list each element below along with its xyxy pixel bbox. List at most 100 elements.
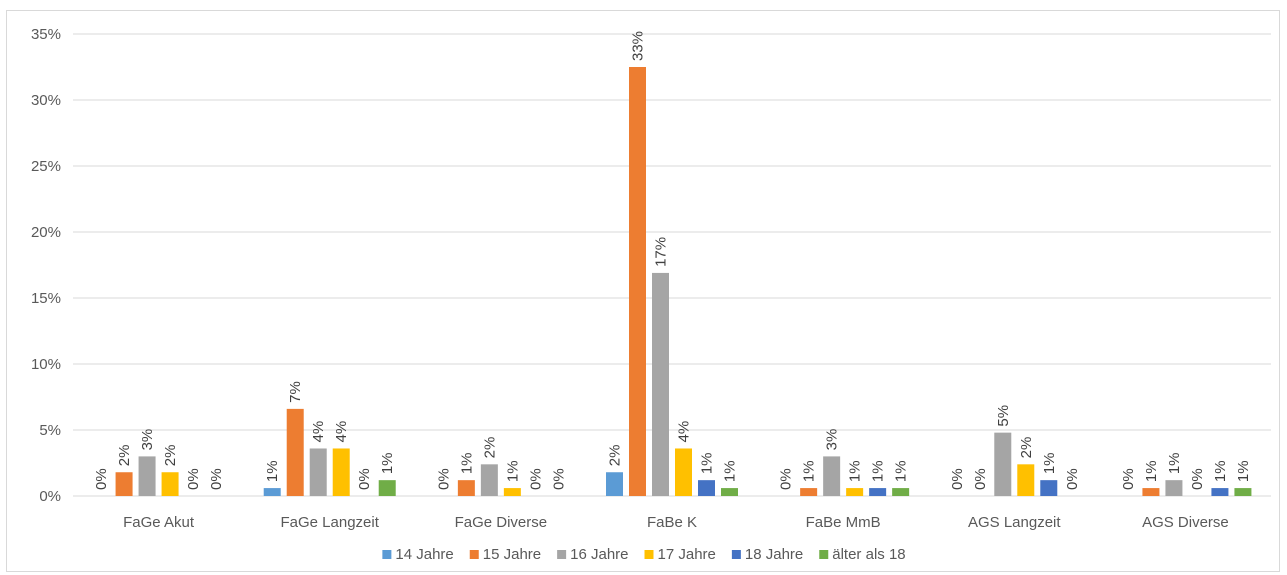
legend-swatch bbox=[819, 550, 829, 559]
bar bbox=[1211, 488, 1229, 496]
data-label: 0% bbox=[1120, 468, 1137, 490]
chart-frame: 0% 5% 10% 15% 20% 25% 30% 35% 0% 1% 0% 2% 0% 0% 0% 2% 7… bbox=[6, 10, 1280, 572]
bar bbox=[1040, 480, 1058, 496]
data-label: 4% bbox=[333, 421, 350, 443]
bar bbox=[263, 488, 281, 496]
bar bbox=[378, 480, 396, 496]
data-label: 0% bbox=[1064, 468, 1081, 490]
bar bbox=[332, 448, 350, 496]
bar-chart: 0% 5% 10% 15% 20% 25% 30% 35% 0% 1% 0% 2% 0% 0% 0% 2% 7… bbox=[31, 26, 1271, 563]
x-category-label: AGS Langzeit bbox=[968, 514, 1061, 531]
data-label: 1% bbox=[458, 452, 475, 474]
data-label: 1% bbox=[1041, 452, 1058, 474]
data-label: 2% bbox=[607, 445, 624, 467]
data-label: 2% bbox=[1018, 437, 1035, 459]
data-label: 3% bbox=[824, 429, 841, 451]
data-label: 17% bbox=[653, 237, 670, 267]
data-label: 0% bbox=[93, 468, 110, 490]
data-label: 7% bbox=[287, 381, 304, 403]
x-category-label: FaBe MmB bbox=[806, 514, 881, 531]
bar bbox=[115, 472, 133, 496]
data-label: 0% bbox=[972, 468, 989, 490]
y-axis-ticks: 0% 5% 10% 15% 20% 25% 30% 35% bbox=[31, 26, 61, 505]
bar bbox=[721, 488, 738, 496]
legend-label: 18 Jahre bbox=[745, 546, 803, 563]
legend-label: älter als 18 bbox=[832, 546, 905, 563]
data-label: 0% bbox=[208, 468, 225, 490]
data-label: 0% bbox=[527, 468, 544, 490]
y-tick-label: 30% bbox=[31, 92, 61, 109]
y-tick-label: 0% bbox=[39, 488, 61, 505]
data-label: 1% bbox=[1166, 452, 1183, 474]
data-label: 2% bbox=[162, 445, 179, 467]
data-label: 2% bbox=[116, 445, 133, 467]
data-label: 4% bbox=[676, 421, 693, 443]
bar bbox=[309, 448, 327, 496]
legend-item: älter als 18 bbox=[819, 546, 906, 563]
data-label: 1% bbox=[847, 460, 864, 482]
data-label: 0% bbox=[435, 468, 452, 490]
bar bbox=[800, 488, 818, 496]
y-tick-label: 5% bbox=[39, 422, 61, 439]
data-label: 0% bbox=[550, 468, 567, 490]
data-label: 1% bbox=[1235, 460, 1252, 482]
data-label: 0% bbox=[778, 468, 795, 490]
legend-swatch bbox=[644, 550, 654, 559]
y-tick-label: 35% bbox=[31, 26, 61, 43]
bar bbox=[457, 480, 475, 496]
bar bbox=[286, 408, 304, 496]
x-category-label: FaGe Akut bbox=[123, 514, 195, 531]
data-label: 33% bbox=[630, 31, 647, 61]
legend-item: 17 Jahre bbox=[644, 546, 716, 563]
bar bbox=[1017, 464, 1035, 496]
bar bbox=[1142, 488, 1160, 496]
data-label: 0% bbox=[949, 468, 966, 490]
legend-swatch bbox=[557, 550, 567, 559]
bar bbox=[892, 488, 910, 496]
bars bbox=[115, 67, 1252, 496]
bar bbox=[823, 456, 841, 496]
y-tick-label: 10% bbox=[31, 356, 61, 373]
data-label: 1% bbox=[379, 452, 396, 474]
legend-label: 15 Jahre bbox=[483, 546, 541, 563]
bar bbox=[994, 432, 1012, 496]
legend-swatch bbox=[731, 550, 741, 559]
bar bbox=[1165, 480, 1183, 496]
bar bbox=[161, 472, 179, 496]
legend-item: 14 Jahre bbox=[382, 546, 454, 563]
data-label: 1% bbox=[699, 452, 716, 474]
bar bbox=[138, 456, 156, 496]
data-label: 0% bbox=[185, 468, 202, 490]
bar bbox=[503, 488, 521, 496]
data-label: 3% bbox=[139, 429, 156, 451]
data-labels: 0% 1% 0% 2% 0% 0% 0% 2% 7% 1% 33% 1% 0% 1% 3% 4% 2% 17% 3%… bbox=[93, 31, 1252, 490]
data-label: 0% bbox=[1189, 468, 1206, 490]
bar bbox=[652, 272, 669, 496]
legend-item: 18 Jahre bbox=[731, 546, 803, 563]
bar bbox=[606, 472, 623, 496]
legend-label: 17 Jahre bbox=[658, 546, 716, 563]
data-label: 1% bbox=[1143, 460, 1160, 482]
legend-label: 16 Jahre bbox=[570, 546, 628, 563]
data-label: 2% bbox=[481, 437, 498, 459]
bar bbox=[698, 480, 715, 496]
x-category-label: FaBe K bbox=[647, 514, 697, 531]
legend-swatch bbox=[469, 550, 479, 559]
y-tick-label: 25% bbox=[31, 158, 61, 175]
data-label: 1% bbox=[504, 460, 521, 482]
bar bbox=[675, 448, 692, 496]
y-tick-label: 15% bbox=[31, 290, 61, 307]
data-label: 1% bbox=[870, 460, 887, 482]
x-category-label: FaGe Diverse bbox=[455, 514, 548, 531]
data-label: 1% bbox=[722, 460, 739, 482]
data-label: 1% bbox=[801, 460, 818, 482]
x-category-label: AGS Diverse bbox=[1142, 514, 1229, 531]
x-axis-categories: FaGe Akut FaGe Langzeit FaGe Diverse FaBe K… bbox=[123, 514, 1229, 531]
data-label: 1% bbox=[1212, 460, 1229, 482]
gridlines bbox=[73, 33, 1271, 497]
legend-item: 16 Jahre bbox=[557, 546, 629, 563]
x-category-label: FaGe Langzeit bbox=[281, 514, 380, 531]
data-label: 0% bbox=[356, 468, 373, 490]
legend-item: 15 Jahre bbox=[469, 546, 541, 563]
legend-swatch bbox=[382, 550, 392, 559]
